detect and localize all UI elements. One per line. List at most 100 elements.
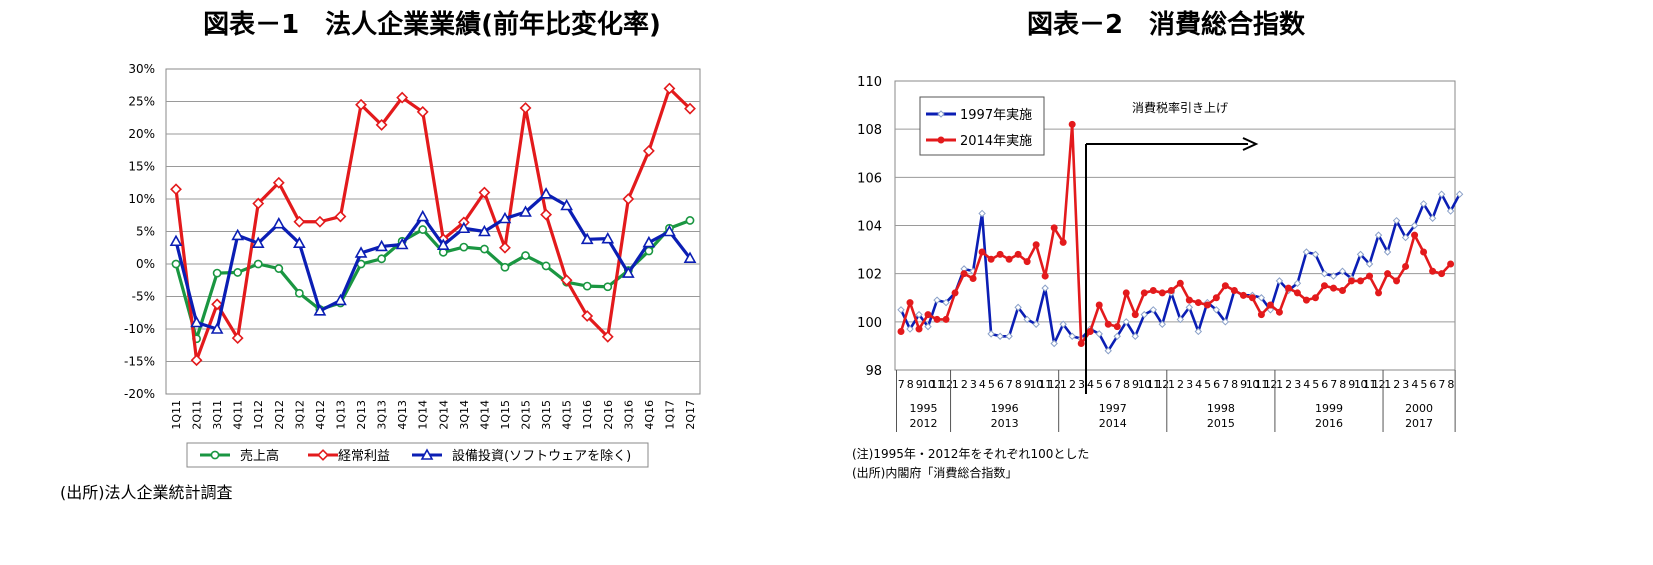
chart1-legend: 売上高 経常利益 設備投資(ソフトウェアを除く)	[186, 442, 649, 468]
chart1-data-point	[313, 304, 327, 316]
chart2-data-point	[1068, 120, 1076, 128]
chart2-month-label: 7	[1222, 378, 1229, 391]
chart2-data-point	[1158, 289, 1166, 297]
chart2-data-point	[1311, 250, 1320, 259]
chart2-data-point	[1302, 296, 1310, 304]
chart1-legend-label: 売上高	[240, 448, 279, 464]
chart2-month-label: 2	[1285, 378, 1292, 391]
chart2-month-label: 3	[970, 378, 977, 391]
chart2-data-point	[960, 270, 968, 278]
chart2-data-point	[1023, 258, 1031, 266]
chart2-data-point	[1104, 347, 1112, 355]
chart2-data-point	[1266, 301, 1274, 309]
chart1-x-tick-label: 3Q11	[211, 400, 224, 430]
chart1-y-tick-label: 5%	[136, 225, 155, 239]
chart1-data-point	[644, 246, 654, 256]
chart1-data-point	[231, 228, 245, 241]
chart2-data-point	[1059, 238, 1067, 246]
chart2-data-point	[1131, 311, 1139, 319]
chart2-legend-box	[919, 96, 1045, 156]
chart1-y-tick-label: 0%	[136, 257, 155, 271]
chart2-month-label: 11	[1255, 378, 1268, 391]
chart1-data-point	[272, 176, 285, 189]
chart2-year-label-upper: 1998	[1207, 402, 1235, 415]
chart2-data-point	[1221, 318, 1230, 326]
chart2-data-point	[1212, 294, 1220, 302]
chart1-x-tick-label: 1Q11	[170, 400, 183, 430]
chart1-data-point	[211, 298, 224, 311]
chart2-data-point	[1212, 306, 1221, 314]
chart1-x-tick-label: 2Q17	[684, 400, 697, 430]
chart2-month-label: 2	[1177, 378, 1184, 391]
chart2-month-label: 10	[1030, 378, 1043, 391]
chart1-legend-label: 設備投資(ソフトウェアを除く)	[452, 448, 631, 464]
chart2-data-point	[906, 299, 914, 307]
chart1-y-tick-label: 15%	[128, 160, 155, 174]
chart1-data-point	[642, 144, 655, 157]
chart1-data-point	[354, 246, 368, 258]
chart2-data-point	[951, 289, 959, 297]
chart1-data-point	[498, 211, 512, 224]
chart1-legend-marker	[210, 450, 220, 460]
chart2-data-point	[1384, 270, 1392, 278]
chart2-tax-hike-annotation: 消費税率引き上げ	[1085, 100, 1259, 394]
chart1-data-point	[603, 282, 613, 292]
chart2-month-label: 11	[1039, 378, 1052, 391]
chart2-month-label: 8	[1447, 378, 1454, 391]
chart2-month-label: 9	[1240, 378, 1247, 391]
chart2-data-point	[1411, 231, 1419, 239]
chart1-data-point	[416, 209, 430, 222]
chart1-x-tick-label: 1Q17	[663, 400, 676, 430]
chart1-data-point	[251, 236, 265, 248]
chart2-data-point	[906, 325, 914, 333]
chart2-month-label: 5	[1420, 378, 1427, 391]
chart2-data-point	[1140, 289, 1148, 297]
chart2-month-label: 6	[1321, 378, 1328, 391]
chart2-year-label-lower: 2017	[1405, 417, 1433, 430]
chart1-data-point	[521, 251, 530, 260]
chart1-data-point	[560, 274, 573, 287]
chart2-data-point	[1383, 248, 1392, 256]
chart2-month-label: 2	[1393, 378, 1400, 391]
chart1-data-point	[601, 232, 615, 244]
chart1-y-tick-label: 25%	[128, 95, 155, 109]
chart1-data-point	[293, 215, 306, 228]
chart2-year-label-lower: 2014	[1099, 417, 1127, 430]
chart1-data-point	[500, 262, 510, 272]
chart1-x-tick-label: 4Q13	[396, 400, 409, 430]
chart1-data-point	[601, 330, 614, 343]
chart2-month-label: 3	[1186, 378, 1193, 391]
chart2-note: (注)1995年・2012年をそれぞれ100とした	[852, 446, 1089, 461]
chart2-y-tick-label: 108	[857, 123, 882, 138]
chart2-month-label: 3	[1402, 378, 1409, 391]
chart2-data-point	[1275, 308, 1283, 316]
chart2-month-label: 1	[1276, 378, 1283, 391]
chart2-month-label: 6	[1429, 378, 1436, 391]
chart2-data-point	[897, 306, 905, 314]
chart2-data-point	[1176, 279, 1184, 287]
chart1-data-point	[663, 224, 676, 237]
chart2-month-label: 3	[1078, 378, 1085, 391]
chart2-month-label: 8	[1015, 378, 1022, 391]
chart2-data-point	[1320, 282, 1328, 290]
chart1-data-point	[540, 208, 553, 221]
chart2-month-label: 2	[961, 378, 968, 391]
chart2-year-label-upper: 1996	[991, 402, 1019, 415]
chart2-year-label-lower: 2015	[1207, 417, 1235, 430]
chart2-month-label: 4	[1087, 378, 1094, 391]
chart2-month-label: 9	[1132, 378, 1139, 391]
chart1-data-point	[334, 293, 347, 306]
chart1-x-tick-label: 3Q12	[293, 400, 306, 430]
chart2-data-point	[1402, 262, 1410, 270]
chart2-month-label: 4	[979, 378, 986, 391]
chart2-data-point	[1194, 299, 1202, 307]
chart2-data-point	[1375, 289, 1383, 297]
chart1-data-point	[581, 310, 594, 322]
chart2-data-point	[924, 322, 932, 331]
chart2-legend-marker	[937, 136, 945, 144]
chart2-month-label: 4	[1411, 378, 1418, 391]
chart2-data-point	[1374, 231, 1383, 239]
chart2-data-point	[1014, 250, 1022, 258]
chart2-data-point	[978, 248, 986, 256]
chart1-data-point	[169, 234, 183, 247]
